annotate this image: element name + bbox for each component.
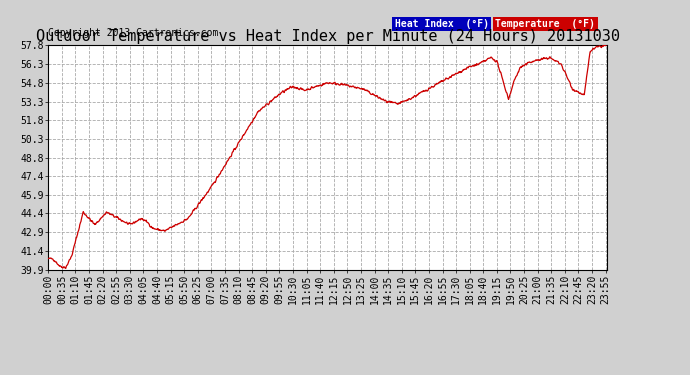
Title: Outdoor Temperature vs Heat Index per Minute (24 Hours) 20131030: Outdoor Temperature vs Heat Index per Mi… [36, 29, 620, 44]
Text: Heat Index  (°F): Heat Index (°F) [395, 19, 489, 29]
Text: Temperature  (°F): Temperature (°F) [495, 19, 595, 29]
Text: Copyright 2013 Cartronics.com: Copyright 2013 Cartronics.com [48, 28, 219, 38]
